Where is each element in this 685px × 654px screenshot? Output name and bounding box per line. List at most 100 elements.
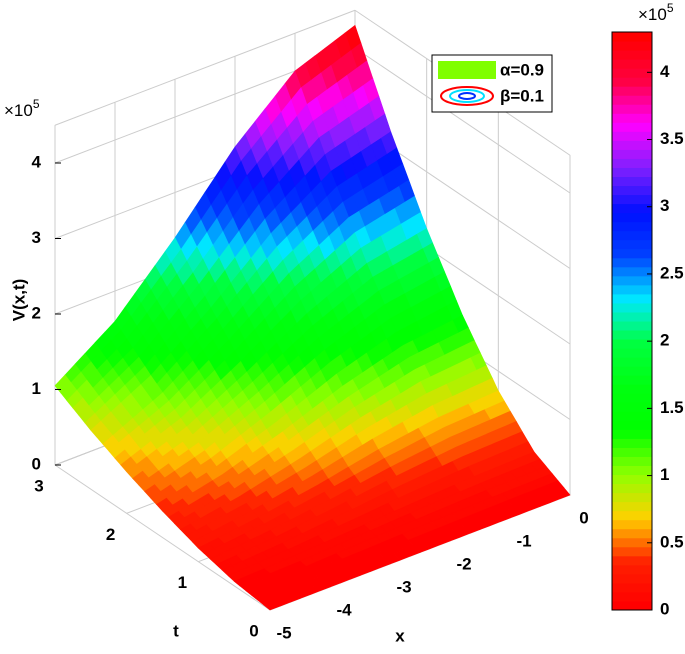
colorbar-segment (612, 438, 652, 448)
legend-swatch (438, 61, 496, 79)
z-tick-label: 2 (32, 303, 41, 322)
colorbar-segment (612, 357, 652, 367)
colorbar-segment (612, 77, 652, 87)
colorbar-segment (612, 339, 652, 349)
colorbar-segment (612, 402, 652, 412)
x-tick-label: -4 (336, 600, 352, 619)
multiplier-base: ×10 (4, 101, 33, 120)
colorbar-segment (612, 555, 652, 566)
colorbar-tick-label: 4 (660, 62, 670, 81)
colorbar-tick-label: 2.5 (660, 263, 684, 282)
z-tick-label: 1 (32, 379, 41, 398)
colorbar-segment (612, 32, 652, 42)
colorbar-segment (612, 528, 652, 539)
colorbar-segment (612, 50, 652, 60)
colorbar-segment (612, 375, 652, 385)
colorbar-segment (612, 600, 652, 611)
colorbar-tick-label: 3.5 (660, 129, 684, 148)
colorbar-tick-label: 3 (660, 196, 669, 215)
colorbar-segment (612, 582, 652, 593)
colorbar-segment (612, 302, 652, 313)
t-tick-label: 1 (178, 573, 187, 592)
axes: 0 1 2 3 4 -5 -4 -3 -2 -1 0 0 1 2 3 (32, 152, 589, 642)
t-tick-label: 3 (34, 476, 43, 495)
colorbar-segment (612, 420, 652, 430)
box-edge (54, 9, 356, 126)
colorbar-segment (612, 411, 652, 421)
x-tick-label: -3 (396, 577, 411, 596)
colorbar-tick-label: 0.5 (660, 532, 684, 551)
colorbar-segment (612, 447, 652, 457)
surface-patch (263, 600, 281, 611)
multiplier-base: ×10 (638, 5, 667, 24)
colorbar-segment (612, 167, 652, 177)
colorbar-segment (612, 266, 652, 277)
multiplier-exponent: 5 (33, 97, 40, 111)
surface (54, 24, 571, 611)
colorbar-segment (612, 311, 652, 322)
z-multiplier: ×105 (4, 97, 40, 120)
colorbar-segment (612, 176, 652, 187)
colorbar-segment (612, 348, 652, 358)
t-axis-label: t (173, 621, 179, 640)
colorbar-segment (612, 230, 652, 241)
colorbar-segment (612, 221, 652, 232)
colorbar-frame (611, 31, 653, 611)
colorbar-segment (612, 492, 652, 503)
colorbar-segment (612, 158, 652, 168)
colorbar-segment (612, 321, 652, 331)
colorbar-segment (612, 591, 652, 602)
colorbar-segment (612, 194, 652, 205)
colorbar-segment (612, 203, 652, 214)
legend-label: α=0.9 (500, 60, 544, 79)
x-tick-label: 0 (579, 508, 588, 527)
colorbar: 0 0.5 1 1.5 2 2.5 3 3.5 4 (611, 31, 684, 618)
legend: α=0.9 β=0.1 (431, 54, 553, 113)
colorbar-segment (612, 140, 652, 150)
colorbar-segment (612, 122, 652, 132)
colorbar-segment (612, 564, 652, 575)
z-tick-label: 3 (32, 228, 41, 247)
colorbar-segment (612, 275, 652, 286)
x-tick-label: -1 (516, 531, 531, 550)
colorbar-segment (612, 330, 652, 340)
colorbar-segment (612, 483, 652, 494)
colorbar-segment (612, 248, 652, 259)
colorbar-segment (612, 68, 652, 78)
colorbar-segment (612, 59, 652, 69)
x-tick-label: -5 (276, 623, 291, 642)
z-tick-label: 4 (32, 152, 42, 171)
colorbar-segment (612, 104, 652, 114)
colorbar-segment (612, 293, 652, 304)
colorbar-segment (612, 384, 652, 394)
colorbar-segment (612, 149, 652, 159)
colorbar-segment (612, 456, 652, 466)
colorbar-segment (612, 501, 652, 512)
colorbar-tick-label: 2 (660, 331, 669, 350)
colorbar-segment (612, 257, 652, 268)
colorbar-segment (612, 185, 652, 196)
colorbar-segment (612, 212, 652, 223)
colorbar-tick-label: 0 (660, 599, 669, 618)
colorbar-segment (612, 546, 652, 557)
x-axis-label: x (395, 626, 405, 645)
colorbar-segment (612, 519, 652, 530)
colorbar-segment (612, 131, 652, 141)
z-axis-label: V(x,t) (9, 279, 28, 322)
colorbar-segment (612, 95, 652, 105)
legend-label: β=0.1 (500, 86, 544, 105)
colorbar-segment (612, 284, 652, 295)
legend-contour (458, 92, 476, 100)
legend-contour (440, 86, 494, 106)
colorbar-segment (612, 537, 652, 548)
t-tick-label: 0 (249, 621, 258, 640)
multiplier-exponent: 5 (667, 1, 674, 15)
colorbar-segment (612, 86, 652, 96)
colorbar-segment (612, 573, 652, 584)
colorbar-segment (612, 474, 652, 485)
x-tick-label: -2 (456, 554, 471, 573)
colorbar-segment (612, 429, 652, 439)
colorbar-segment (612, 41, 652, 51)
legend-contour (449, 89, 485, 103)
